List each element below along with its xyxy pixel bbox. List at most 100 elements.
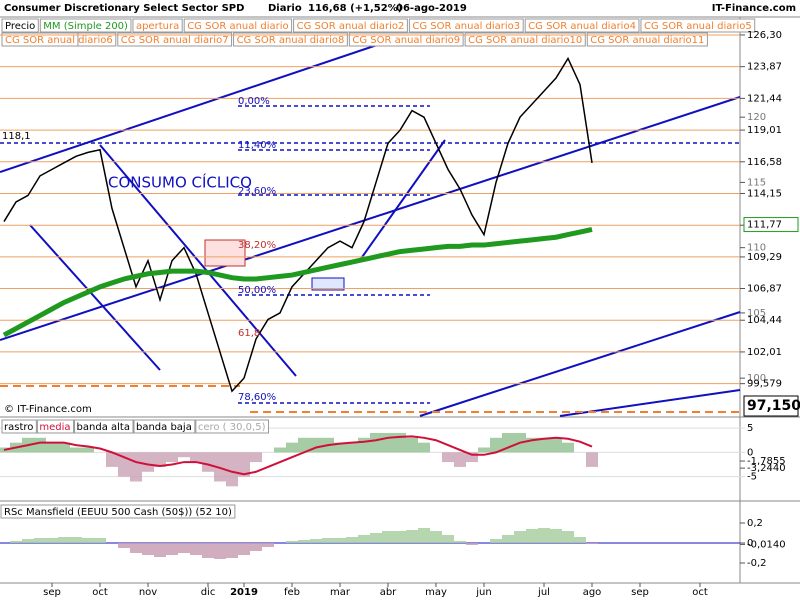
x-tick-label: mar (330, 587, 351, 598)
y-tick-label: 121,44 (747, 93, 782, 104)
histogram-bar (490, 437, 502, 453)
y-tick-label: 114,15 (747, 189, 782, 200)
x-tick-label: nov (139, 587, 157, 598)
annotation: 50,00% (238, 285, 276, 296)
histogram-bar (586, 543, 598, 544)
histogram-bar (202, 543, 214, 558)
histogram-bar (118, 543, 130, 548)
x-tick-label: feb (284, 587, 300, 598)
x-tick-label: sep (631, 587, 649, 598)
histogram-bar (334, 538, 346, 543)
histogram-bar (154, 452, 166, 467)
annotation: 78,60% (238, 392, 276, 403)
histogram-bar (190, 543, 202, 555)
y-tick-label: 115 (747, 177, 766, 188)
histogram-bar (310, 539, 322, 543)
annotation: CONSUMO CÍCLICO (108, 173, 252, 192)
fib-lines (0, 105, 740, 404)
annotation: 23,60% (238, 186, 276, 197)
x-tick-label: 2019 (230, 587, 258, 598)
annotation: 61,8 (238, 328, 260, 339)
histogram-bar (502, 432, 514, 453)
x-tick-label: abr (380, 587, 397, 598)
y-tick-label: 5 (747, 423, 753, 434)
legend-tag: media (39, 422, 70, 433)
legend-box (39, 18, 132, 33)
histogram-bar (406, 437, 418, 453)
brand: IT-Finance.com (712, 3, 796, 14)
histogram-bar (250, 452, 262, 463)
histogram-bar (130, 452, 142, 482)
legend-tag: CG SOR anual diario8 (237, 35, 345, 46)
histogram-bar (190, 452, 202, 463)
histogram-bar (562, 531, 574, 543)
histogram-bar (130, 543, 142, 553)
x-tick-label: sep (43, 587, 61, 598)
histogram-bar (454, 452, 466, 467)
histogram-bar (58, 537, 70, 543)
legend-tag: MM (Simple 200) (43, 21, 128, 32)
legend-tag: banda baja (136, 422, 192, 433)
histogram-bar (358, 437, 370, 453)
histogram-bar (286, 541, 298, 543)
histogram-bar (586, 452, 598, 467)
legend-box (640, 18, 756, 33)
histogram-bar (466, 452, 478, 463)
legend-box (117, 32, 233, 47)
legend-box (464, 32, 586, 47)
legend-box (586, 32, 708, 47)
histogram-bar (370, 432, 382, 453)
histogram-bar (82, 538, 94, 543)
histogram-bar (58, 442, 70, 453)
legend-box (1, 18, 39, 33)
histogram-bar (142, 452, 154, 472)
histogram-bar (22, 539, 34, 543)
histogram-bar (70, 447, 82, 453)
y-tick-label: 0 (747, 538, 753, 549)
histogram-bar (394, 531, 406, 543)
histogram-bar (442, 535, 454, 543)
annotation: 38,20% (238, 240, 276, 251)
trendlines (0, 43, 741, 417)
y-tick-label: 110 (747, 243, 766, 254)
quote: 116,68 (+1,52%) (308, 3, 402, 14)
histogram-bar (418, 442, 430, 453)
legend-box (183, 18, 293, 33)
x-tick-label: jun (475, 587, 491, 598)
histogram-bar (334, 442, 346, 453)
y-tick-label: 99,579 (747, 379, 782, 390)
interval: Diario (268, 3, 302, 14)
histogram-bar (490, 539, 502, 543)
annotation: 11,40% (238, 140, 276, 151)
y-tick-label: 0 (747, 447, 753, 458)
histogram-bar (262, 543, 274, 547)
legend-box (74, 419, 134, 434)
histogram-bar (106, 452, 118, 467)
last-value: 97,150 (747, 398, 800, 414)
y-tick-label: 119,01 (747, 125, 782, 136)
y-tick-label: 126,30 (747, 30, 782, 41)
histogram-bar (226, 452, 238, 487)
last-box (743, 395, 799, 417)
histogram-bar (430, 531, 442, 543)
histogram-bar (82, 447, 94, 453)
legend-box (524, 18, 640, 33)
x-tick-label: jul (537, 587, 550, 598)
y-tick-label: 116,58 (747, 157, 782, 168)
y-tick-label: 0,2 (747, 518, 763, 529)
histogram-bar (382, 531, 394, 543)
histogram-bar (574, 537, 586, 543)
y-tick-label: 104,44 (747, 315, 782, 326)
y-tick-label: 106,87 (747, 284, 782, 295)
legend-tag: CG SOR anual diario (187, 21, 288, 32)
legend-box (1, 419, 37, 434)
legend-tag: CG SOR anual (5, 35, 75, 46)
legend-box (195, 419, 269, 434)
y-tick-label: -3,2440 (747, 463, 786, 474)
histogram-bar (238, 543, 250, 555)
histogram-bar (382, 432, 394, 453)
panel-title: RSc Mansfield (EEUU 500 Cash (50$)) (52 … (4, 507, 232, 518)
histogram-bar (178, 452, 190, 458)
y-tick-label: 120 (747, 112, 766, 123)
x-tick-label: oct (692, 587, 708, 598)
